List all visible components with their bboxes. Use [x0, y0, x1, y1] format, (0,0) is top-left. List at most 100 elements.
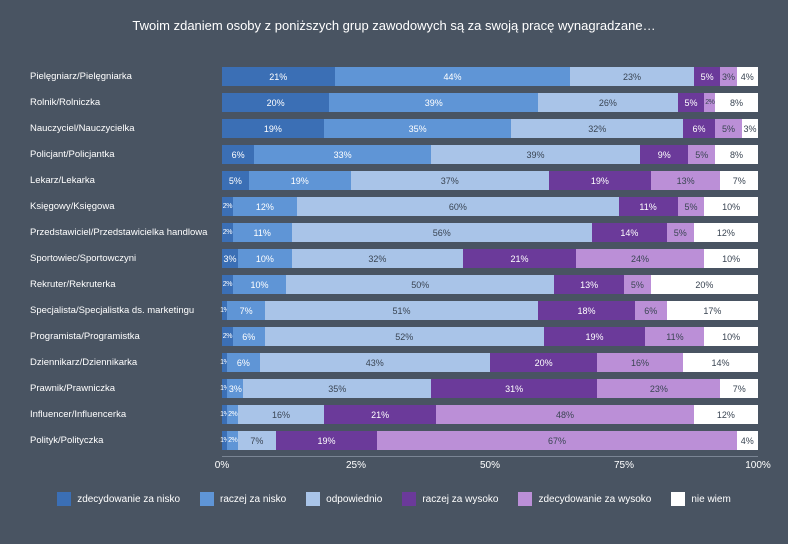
segment-value: 11% [639, 202, 656, 212]
bar-segment: 13% [651, 171, 721, 190]
bar: 2%10%50%13%5%20% [222, 275, 758, 294]
segment-value: 9% [658, 150, 671, 160]
segment-value: 2% [223, 333, 232, 340]
bar-segment: 18% [538, 301, 634, 320]
bar-rows: Pielęgniarz/Pielęgniarka21%44%23%5%3%4%R… [30, 67, 758, 450]
bar-segment: 32% [511, 119, 683, 138]
bar-segment: 8% [715, 145, 758, 164]
segment-value: 3% [229, 384, 242, 394]
bar-segment: 24% [576, 249, 705, 268]
segment-value: 8% [730, 98, 743, 108]
row-label: Sportowiec/Sportowczyni [30, 253, 222, 264]
bar-segment: 6% [635, 301, 667, 320]
bar-segment: 16% [238, 405, 324, 424]
segment-value: 5% [722, 124, 735, 134]
segment-value: 16% [272, 410, 290, 420]
legend-item: nie wiem [671, 492, 730, 506]
segment-value: 20% [535, 358, 553, 368]
bar-segment: 10% [704, 249, 758, 268]
bar-segment: 11% [619, 197, 678, 216]
bar: 1%6%43%20%16%14% [222, 353, 758, 372]
segment-value: 50% [411, 280, 429, 290]
segment-value: 32% [368, 254, 386, 264]
segment-value: 4% [741, 72, 754, 82]
segment-value: 3% [743, 124, 756, 134]
segment-value: 5% [695, 150, 708, 160]
segment-value: 8% [730, 150, 743, 160]
segment-value: 13% [580, 280, 598, 290]
segment-value: 2% [223, 203, 232, 210]
bar-segment: 37% [351, 171, 549, 190]
bar-row: Pielęgniarz/Pielęgniarka21%44%23%5%3%4% [30, 67, 758, 86]
bar-segment: 6% [227, 353, 259, 372]
segment-value: 5% [674, 228, 687, 238]
segment-value: 14% [620, 228, 638, 238]
bar-segment: 19% [549, 171, 651, 190]
segment-value: 10% [722, 254, 740, 264]
bar-segment: 20% [651, 275, 758, 294]
bar-segment: 35% [243, 379, 431, 398]
segment-value: 35% [409, 124, 427, 134]
bar-row: Rolnik/Rolniczka20%39%26%5%2%8% [30, 93, 758, 112]
bar-segment: 39% [329, 93, 538, 112]
bar-segment: 12% [233, 197, 297, 216]
bar-row: Prawnik/Prawniczka1%3%35%31%23%7% [30, 379, 758, 398]
axis-line [222, 456, 758, 457]
bar-segment: 60% [297, 197, 619, 216]
legend-swatch [200, 492, 214, 506]
legend-item: zdecydowanie za wysoko [518, 492, 651, 506]
chart-container: Twoim zdaniem osoby z poniższych grup za… [0, 0, 788, 516]
legend-label: raczej za nisko [220, 494, 286, 505]
bar-segment: 2% [222, 223, 233, 242]
legend-item: raczej za nisko [200, 492, 286, 506]
bar-segment: 48% [436, 405, 693, 424]
bar-segment: 52% [265, 327, 544, 346]
segment-value: 24% [631, 254, 649, 264]
bar-row: Policjant/Policjantka6%33%39%9%5%8% [30, 145, 758, 164]
bar-segment: 2% [704, 93, 715, 112]
row-label: Dziennikarz/Dziennikarka [30, 357, 222, 368]
bar-segment: 11% [645, 327, 704, 346]
chart-title: Twoim zdaniem osoby z poniższych grup za… [30, 18, 758, 33]
row-label: Influencer/Influencerka [30, 409, 222, 420]
bar-segment: 19% [276, 431, 378, 450]
segment-value: 2% [705, 99, 714, 106]
segment-value: 67% [548, 436, 566, 446]
bar-segment: 5% [694, 67, 721, 86]
segment-value: 17% [703, 306, 721, 316]
bar-segment: 23% [597, 379, 720, 398]
bar-segment: 5% [715, 119, 742, 138]
segment-value: 2% [228, 437, 237, 444]
bar-segment: 14% [683, 353, 758, 372]
bar-segment: 7% [720, 171, 758, 190]
row-label: Policjant/Policjantka [30, 149, 222, 160]
bar-row: Programista/Programistka2%6%52%19%11%10% [30, 327, 758, 346]
bar-segment: 56% [292, 223, 592, 242]
bar-row: Sportowiec/Sportowczyni3%10%32%21%24%10% [30, 249, 758, 268]
bar-segment: 9% [640, 145, 688, 164]
legend-swatch [57, 492, 71, 506]
segment-value: 10% [256, 254, 274, 264]
axis-tick: 50% [480, 460, 500, 471]
bar: 6%33%39%9%5%8% [222, 145, 758, 164]
bar-segment: 2% [227, 405, 238, 424]
bar-segment: 31% [431, 379, 597, 398]
bar-segment: 43% [260, 353, 490, 372]
bar-row: Nauczyciel/Nauczycielka19%35%32%6%5%3% [30, 119, 758, 138]
row-label: Pielęgniarz/Pielęgniarka [30, 71, 222, 82]
bar-segment: 3% [742, 119, 758, 138]
bar-segment: 10% [233, 275, 287, 294]
bar-segment: 10% [704, 327, 758, 346]
bar-segment: 6% [233, 327, 265, 346]
segment-value: 5% [631, 280, 644, 290]
segment-value: 7% [250, 436, 263, 446]
bar-segment: 2% [222, 197, 233, 216]
segment-value: 10% [251, 280, 269, 290]
bar-segment: 5% [678, 93, 705, 112]
bar-segment: 44% [335, 67, 571, 86]
bar-segment: 6% [683, 119, 715, 138]
segment-value: 19% [291, 176, 309, 186]
legend-item: raczej za wysoko [402, 492, 498, 506]
segment-value: 19% [264, 124, 282, 134]
segment-value: 12% [717, 410, 735, 420]
